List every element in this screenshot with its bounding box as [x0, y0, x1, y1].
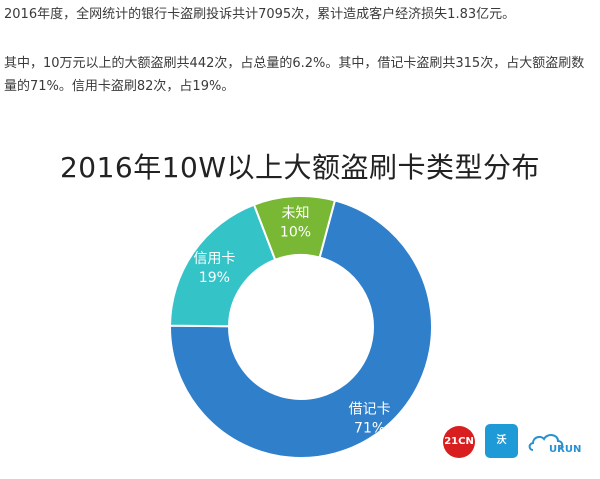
logo-wo: 沃	[485, 424, 518, 458]
slice-label-0: 借记卡	[349, 401, 391, 417]
intro-paragraph: 2016年度，全网统计的银行卡盗刷投诉共计7095次，累计造成客户经济损失1.8…	[4, 7, 516, 22]
slice-value-1: 19%	[199, 270, 230, 286]
chart-title: 2016年10W以上大额盗刷卡类型分布	[59, 151, 541, 184]
slice-value-0: 71%	[354, 420, 385, 436]
slice-value-2: 10%	[280, 225, 311, 241]
donut-slice-2	[252, 195, 337, 262]
slice-label-1: 信用卡	[193, 251, 235, 267]
logo-urun-text: URUN	[549, 444, 581, 455]
slice-label-2: 未知	[281, 205, 309, 222]
donut-slice-0	[169, 199, 433, 459]
detail-paragraph: 其中，10万元以上的大额盗刷共442次，占总量的6.2%。其中，借记卡盗刷共31…	[4, 56, 585, 94]
logo-21cn: 21CN	[443, 426, 475, 458]
logo-urun: URUN	[528, 434, 581, 455]
